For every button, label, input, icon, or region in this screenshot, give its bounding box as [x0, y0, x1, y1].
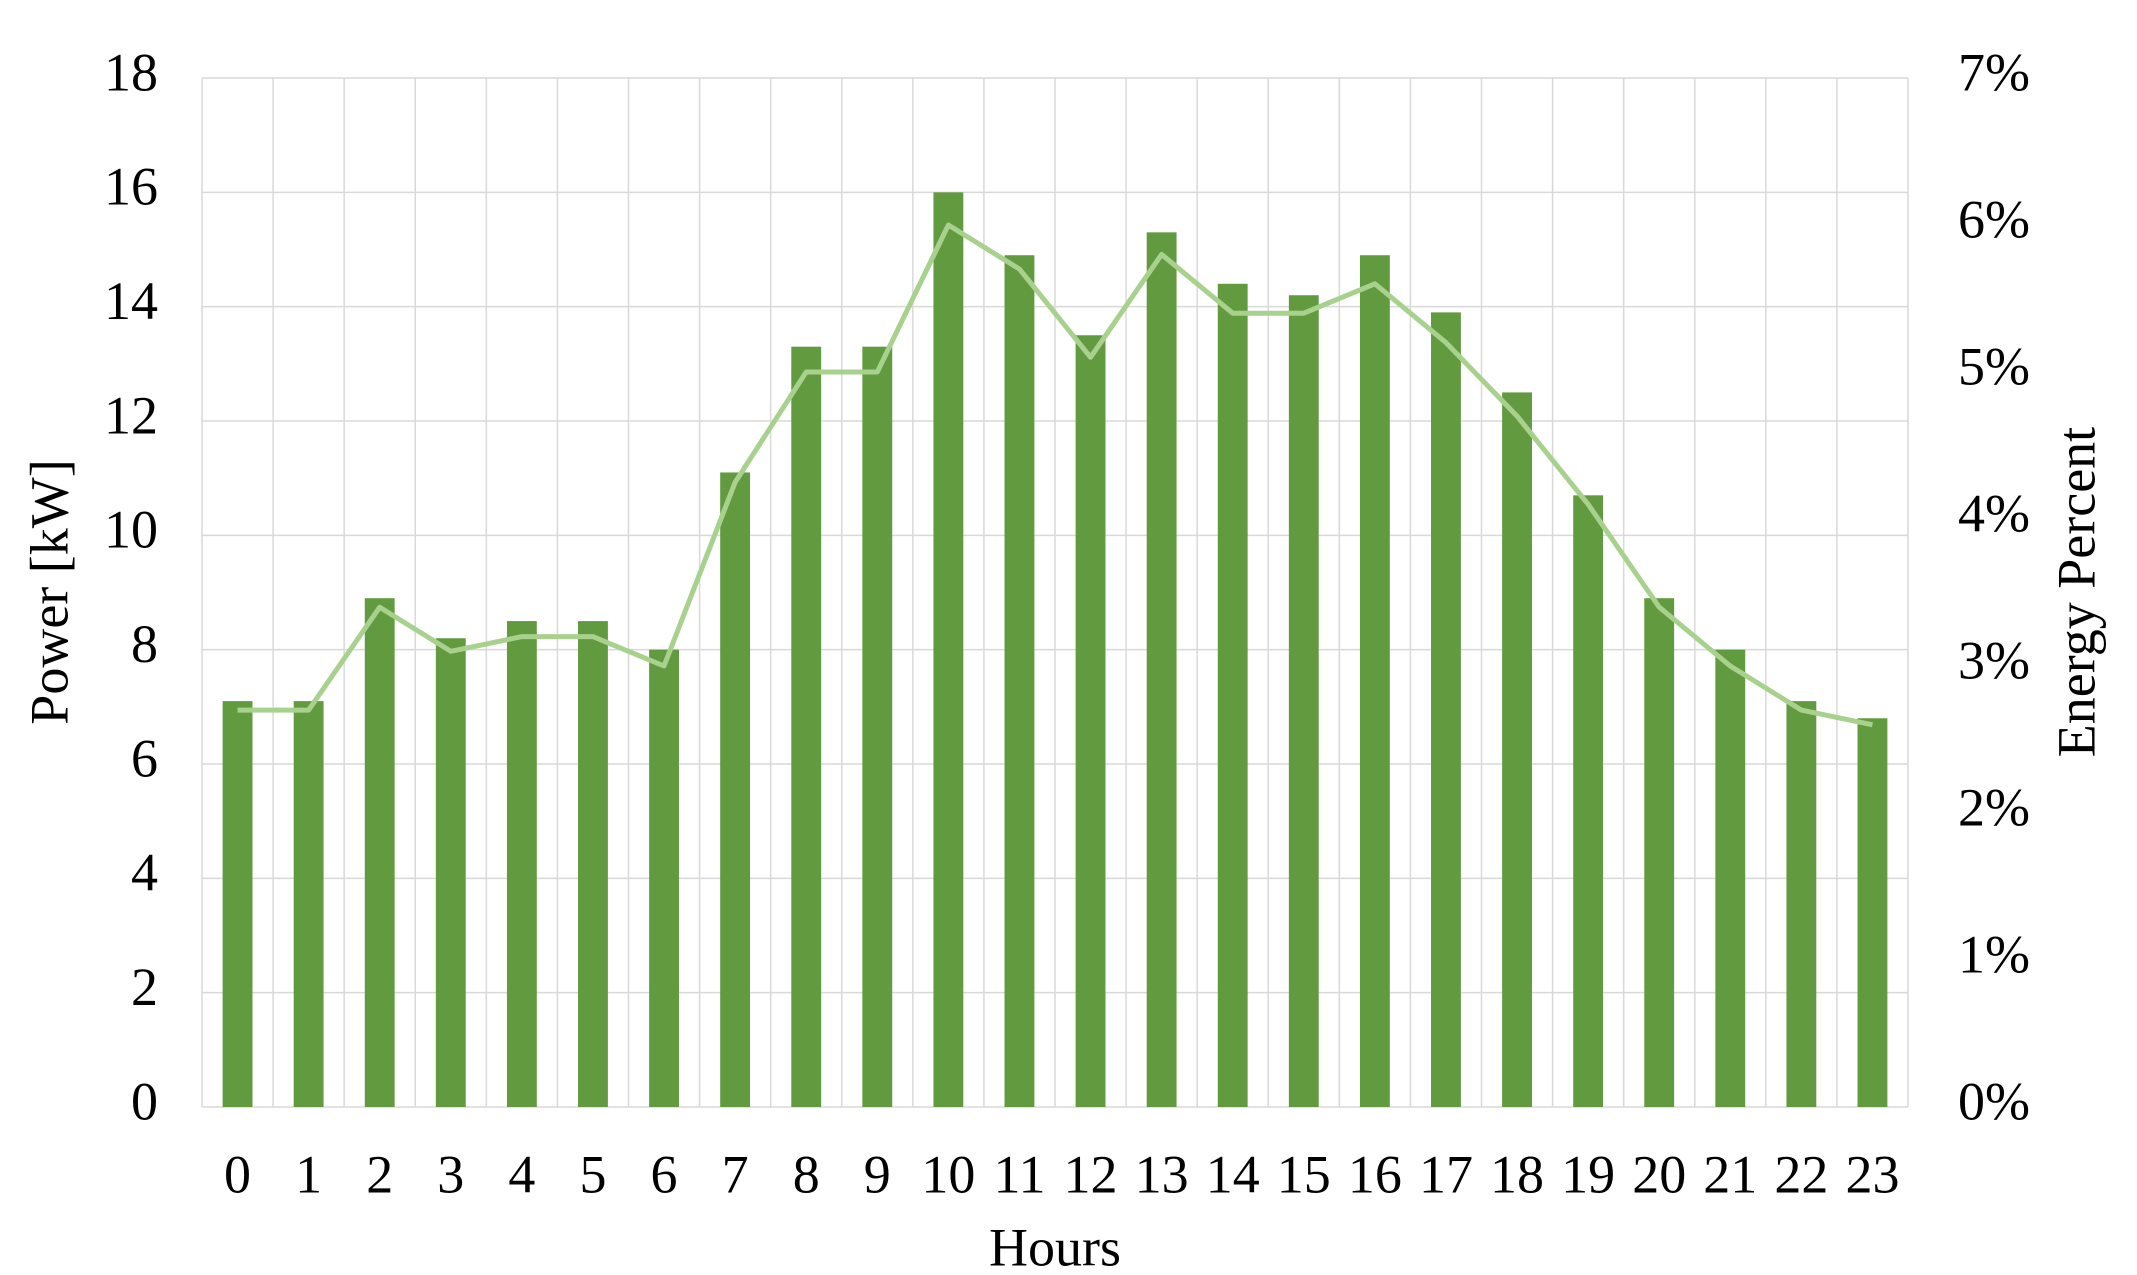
y-axis-title: Power [kW] [19, 459, 79, 724]
bar [1431, 312, 1461, 1108]
x-tick-label: 1 [295, 1144, 322, 1204]
x-tick-label: 15 [1277, 1144, 1331, 1204]
x-tick-label: 11 [993, 1144, 1045, 1204]
bar [1146, 232, 1177, 1108]
bar [1217, 283, 1248, 1107]
x-tick-label: 17 [1419, 1144, 1473, 1204]
y-tick-label: 14 [104, 271, 158, 331]
bar [649, 649, 679, 1107]
y-tick-label: 4 [131, 843, 158, 903]
y2-tick-label: 1% [1958, 924, 2030, 984]
x-tick-label: 6 [651, 1144, 678, 1204]
x-axis-title: Hours [989, 1217, 1121, 1275]
bar [578, 621, 608, 1107]
x-tick-label: 8 [793, 1144, 820, 1204]
y2-tick-label: 3% [1958, 630, 2030, 690]
bar [506, 621, 537, 1107]
x-tick-label: 9 [864, 1144, 891, 1204]
bar [1857, 718, 1888, 1107]
bar [1573, 495, 1604, 1108]
x-tick-label: 21 [1703, 1144, 1757, 1204]
x-tick-label: 12 [1064, 1144, 1118, 1204]
bar [1004, 255, 1035, 1107]
line [237, 222, 1873, 728]
x-tick-label: 2 [366, 1144, 393, 1204]
y-tick-label: 2 [131, 957, 158, 1017]
y2-tick-label: 4% [1958, 483, 2030, 543]
y-tick-label: 0 [131, 1071, 158, 1131]
y-tick-label: 6 [131, 728, 158, 788]
bar [1075, 335, 1106, 1107]
x-tick-label: 13 [1135, 1144, 1189, 1204]
x-tick-label: 18 [1490, 1144, 1544, 1204]
bar [1644, 598, 1675, 1107]
bar [862, 346, 893, 1107]
bar [222, 701, 253, 1107]
bar [1715, 649, 1746, 1107]
bar [1359, 255, 1390, 1107]
x-tick-label: 23 [1845, 1144, 1899, 1204]
bar [1288, 295, 1319, 1107]
bar [720, 472, 751, 1107]
y2-tick-label: 5% [1958, 336, 2030, 396]
x-tick-label: 19 [1561, 1144, 1615, 1204]
bar [364, 598, 395, 1107]
x-tick-label: 14 [1206, 1144, 1260, 1204]
y2-tick-label: 7% [1958, 42, 2030, 102]
x-tick-label: 16 [1348, 1144, 1402, 1204]
y2-tick-label: 2% [1958, 777, 2030, 837]
y-tick-label: 10 [104, 500, 158, 560]
y2-tick-label: 6% [1958, 189, 2030, 249]
bar [435, 638, 466, 1107]
x-tick-label: 5 [579, 1144, 606, 1204]
x-tick-label: 0 [224, 1144, 251, 1204]
x-tick-label: 7 [722, 1144, 749, 1204]
y-tick-label: 18 [104, 42, 158, 102]
bar [933, 192, 964, 1108]
bar [791, 346, 822, 1107]
x-tick-label: 20 [1632, 1144, 1686, 1204]
x-tick-label: 3 [437, 1144, 464, 1204]
bar [1786, 701, 1817, 1107]
x-tick-label: 4 [508, 1144, 535, 1204]
y2-tick-label: 0% [1958, 1071, 2030, 1131]
y-tick-label: 12 [104, 385, 158, 445]
y-tick-label: 8 [131, 614, 158, 674]
bar [293, 701, 324, 1107]
bar [1502, 392, 1532, 1108]
x-tick-label: 10 [921, 1144, 975, 1204]
y-tick-label: 16 [104, 157, 158, 217]
y2-axis-title: Energy Percent [2046, 427, 2106, 757]
x-tick-label: 22 [1774, 1144, 1828, 1204]
